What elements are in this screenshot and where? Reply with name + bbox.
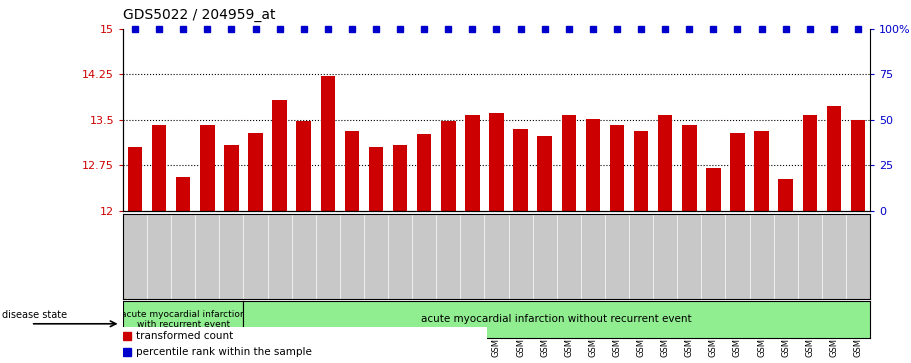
Bar [417, 134, 432, 211]
Bar [682, 125, 697, 211]
Text: acute myocardial infarction
with recurrent event: acute myocardial infarction with recurre… [121, 310, 246, 329]
Bar [803, 115, 817, 211]
Bar [344, 131, 359, 211]
Bar [634, 131, 649, 211]
Bar [706, 168, 721, 211]
Text: percentile rank within the sample: percentile rank within the sample [136, 347, 312, 357]
Bar [514, 129, 527, 211]
Bar [754, 131, 769, 211]
Text: acute myocardial infarction without recurrent event: acute myocardial infarction without recu… [422, 314, 692, 325]
Bar [128, 147, 142, 211]
Bar [731, 133, 744, 211]
Bar [586, 119, 600, 211]
Text: GDS5022 / 204959_at: GDS5022 / 204959_at [123, 8, 275, 22]
Bar [561, 115, 576, 211]
Bar [851, 120, 865, 211]
Bar [176, 177, 190, 211]
Bar [466, 115, 479, 211]
Bar [249, 133, 262, 211]
Text: disease state: disease state [3, 310, 67, 321]
Bar [826, 106, 841, 211]
Bar [296, 121, 311, 211]
Bar [272, 101, 287, 211]
Bar [200, 125, 215, 211]
Bar [369, 147, 384, 211]
Bar [321, 76, 335, 211]
Bar [609, 125, 624, 211]
Bar [489, 113, 504, 211]
Bar [152, 125, 167, 211]
Bar [224, 145, 239, 211]
Bar [393, 145, 407, 211]
Text: transformed count: transformed count [136, 331, 233, 341]
Bar [441, 121, 456, 211]
Bar [537, 136, 552, 211]
Bar [778, 179, 793, 211]
Bar [658, 115, 672, 211]
